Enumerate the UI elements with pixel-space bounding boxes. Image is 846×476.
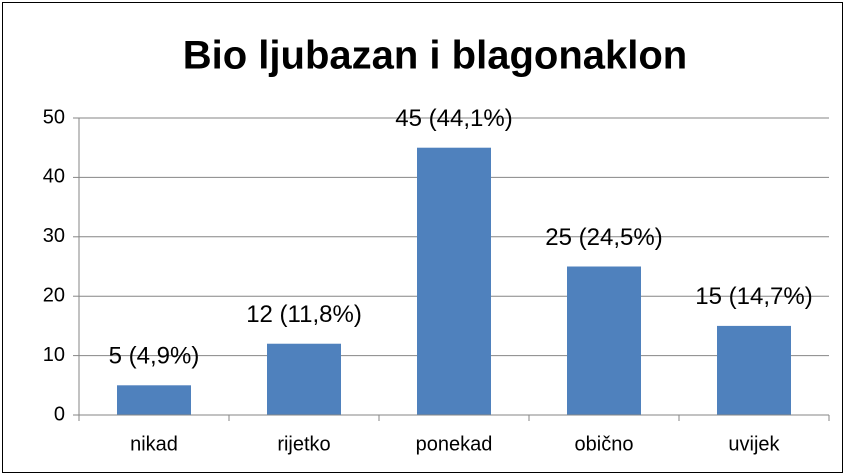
bar bbox=[267, 343, 341, 415]
y-tick-label: 20 bbox=[43, 284, 65, 306]
value-label: 45 (44,1%) bbox=[395, 105, 512, 132]
y-tick-label: 50 bbox=[43, 106, 65, 128]
x-tick-label: nikad bbox=[130, 433, 178, 455]
y-tick-label: 0 bbox=[54, 403, 65, 425]
value-label: 12 (11,8%) bbox=[246, 301, 362, 328]
bar bbox=[567, 266, 641, 415]
value-label: 25 (24,5%) bbox=[545, 224, 662, 251]
y-tick-label: 40 bbox=[43, 166, 65, 188]
x-tick-label: rijetko bbox=[277, 433, 330, 455]
chart-title: Bio ljubazan i blagonaklon bbox=[183, 34, 687, 78]
value-label: 15 (14,7%) bbox=[695, 283, 812, 310]
y-tick-label: 10 bbox=[43, 344, 65, 366]
value-label: 5 (4,9%) bbox=[109, 343, 200, 370]
bar bbox=[117, 385, 191, 415]
x-tick-label: uvijek bbox=[728, 433, 780, 455]
x-tick-label: ponekad bbox=[416, 433, 493, 455]
y-tick-label: 30 bbox=[43, 225, 65, 247]
x-tick-label: obično bbox=[575, 433, 634, 455]
bar bbox=[717, 325, 791, 415]
bar bbox=[417, 147, 491, 415]
